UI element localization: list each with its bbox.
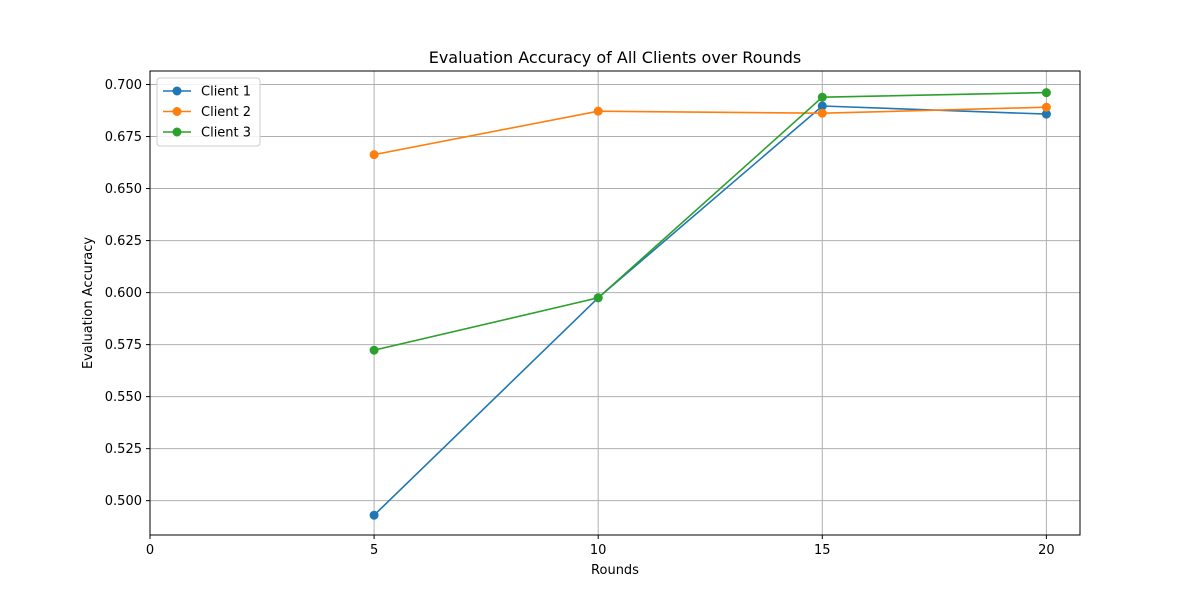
x-tick-label: 10 xyxy=(590,543,607,558)
grid xyxy=(149,71,1080,535)
data-point-client-3 xyxy=(593,293,603,303)
data-point-client-2 xyxy=(593,106,603,116)
data-point-client-3 xyxy=(1041,88,1051,98)
y-tick-label: 0.675 xyxy=(105,130,142,145)
plot-frame xyxy=(149,70,1081,536)
y-tick-label: 0.700 xyxy=(105,78,142,93)
legend-frame xyxy=(156,77,261,147)
series-line-client-2 xyxy=(373,106,1047,156)
legend-marker-client-3 xyxy=(172,127,182,137)
data-point-client-2 xyxy=(1041,102,1051,112)
legend-label-client-3: Client 3 xyxy=(201,126,251,141)
y-tick-label: 0.500 xyxy=(105,494,142,509)
y-tick-label: 0.525 xyxy=(105,442,142,457)
x-tick-label: 0 xyxy=(146,543,154,558)
x-tick-label: 20 xyxy=(1038,543,1055,558)
data-point-client-3 xyxy=(817,92,827,102)
y-tick-label: 0.550 xyxy=(105,390,142,405)
y-tick-label: 0.625 xyxy=(105,234,142,249)
data-point-client-1 xyxy=(817,101,827,111)
x-axis-title: Rounds xyxy=(591,563,639,578)
ticks: 0 5 10 15 20 0.500 0.525 0.550 0.575 0.600 0.625 0.… xyxy=(105,78,1055,558)
legend-label-client-1: Client 1 xyxy=(201,85,251,100)
y-axis-title: Evaluation Accuracy xyxy=(81,237,96,369)
series-layer xyxy=(369,88,1051,520)
y-tick-label: 0.600 xyxy=(105,286,142,301)
x-tick-label: 5 xyxy=(370,543,378,558)
data-point-client-1 xyxy=(369,510,379,520)
legend: Client 1 Client 2 Client 3 xyxy=(156,77,261,147)
series-line-client-3 xyxy=(373,91,1047,351)
data-point-client-3 xyxy=(369,345,379,355)
legend-marker-client-2 xyxy=(172,107,182,116)
chart-title: Evaluation Accuracy of All Clients over … xyxy=(429,48,802,67)
data-point-client-1 xyxy=(1041,109,1051,119)
y-tick-label: 0.650 xyxy=(105,182,142,197)
data-point-client-2 xyxy=(817,108,827,118)
x-tick-label: 15 xyxy=(814,543,831,558)
y-tick-label: 0.575 xyxy=(105,338,142,353)
legend-label-client-2: Client 2 xyxy=(201,105,251,120)
data-point-client-2 xyxy=(369,150,379,160)
legend-marker-client-1 xyxy=(172,86,182,96)
